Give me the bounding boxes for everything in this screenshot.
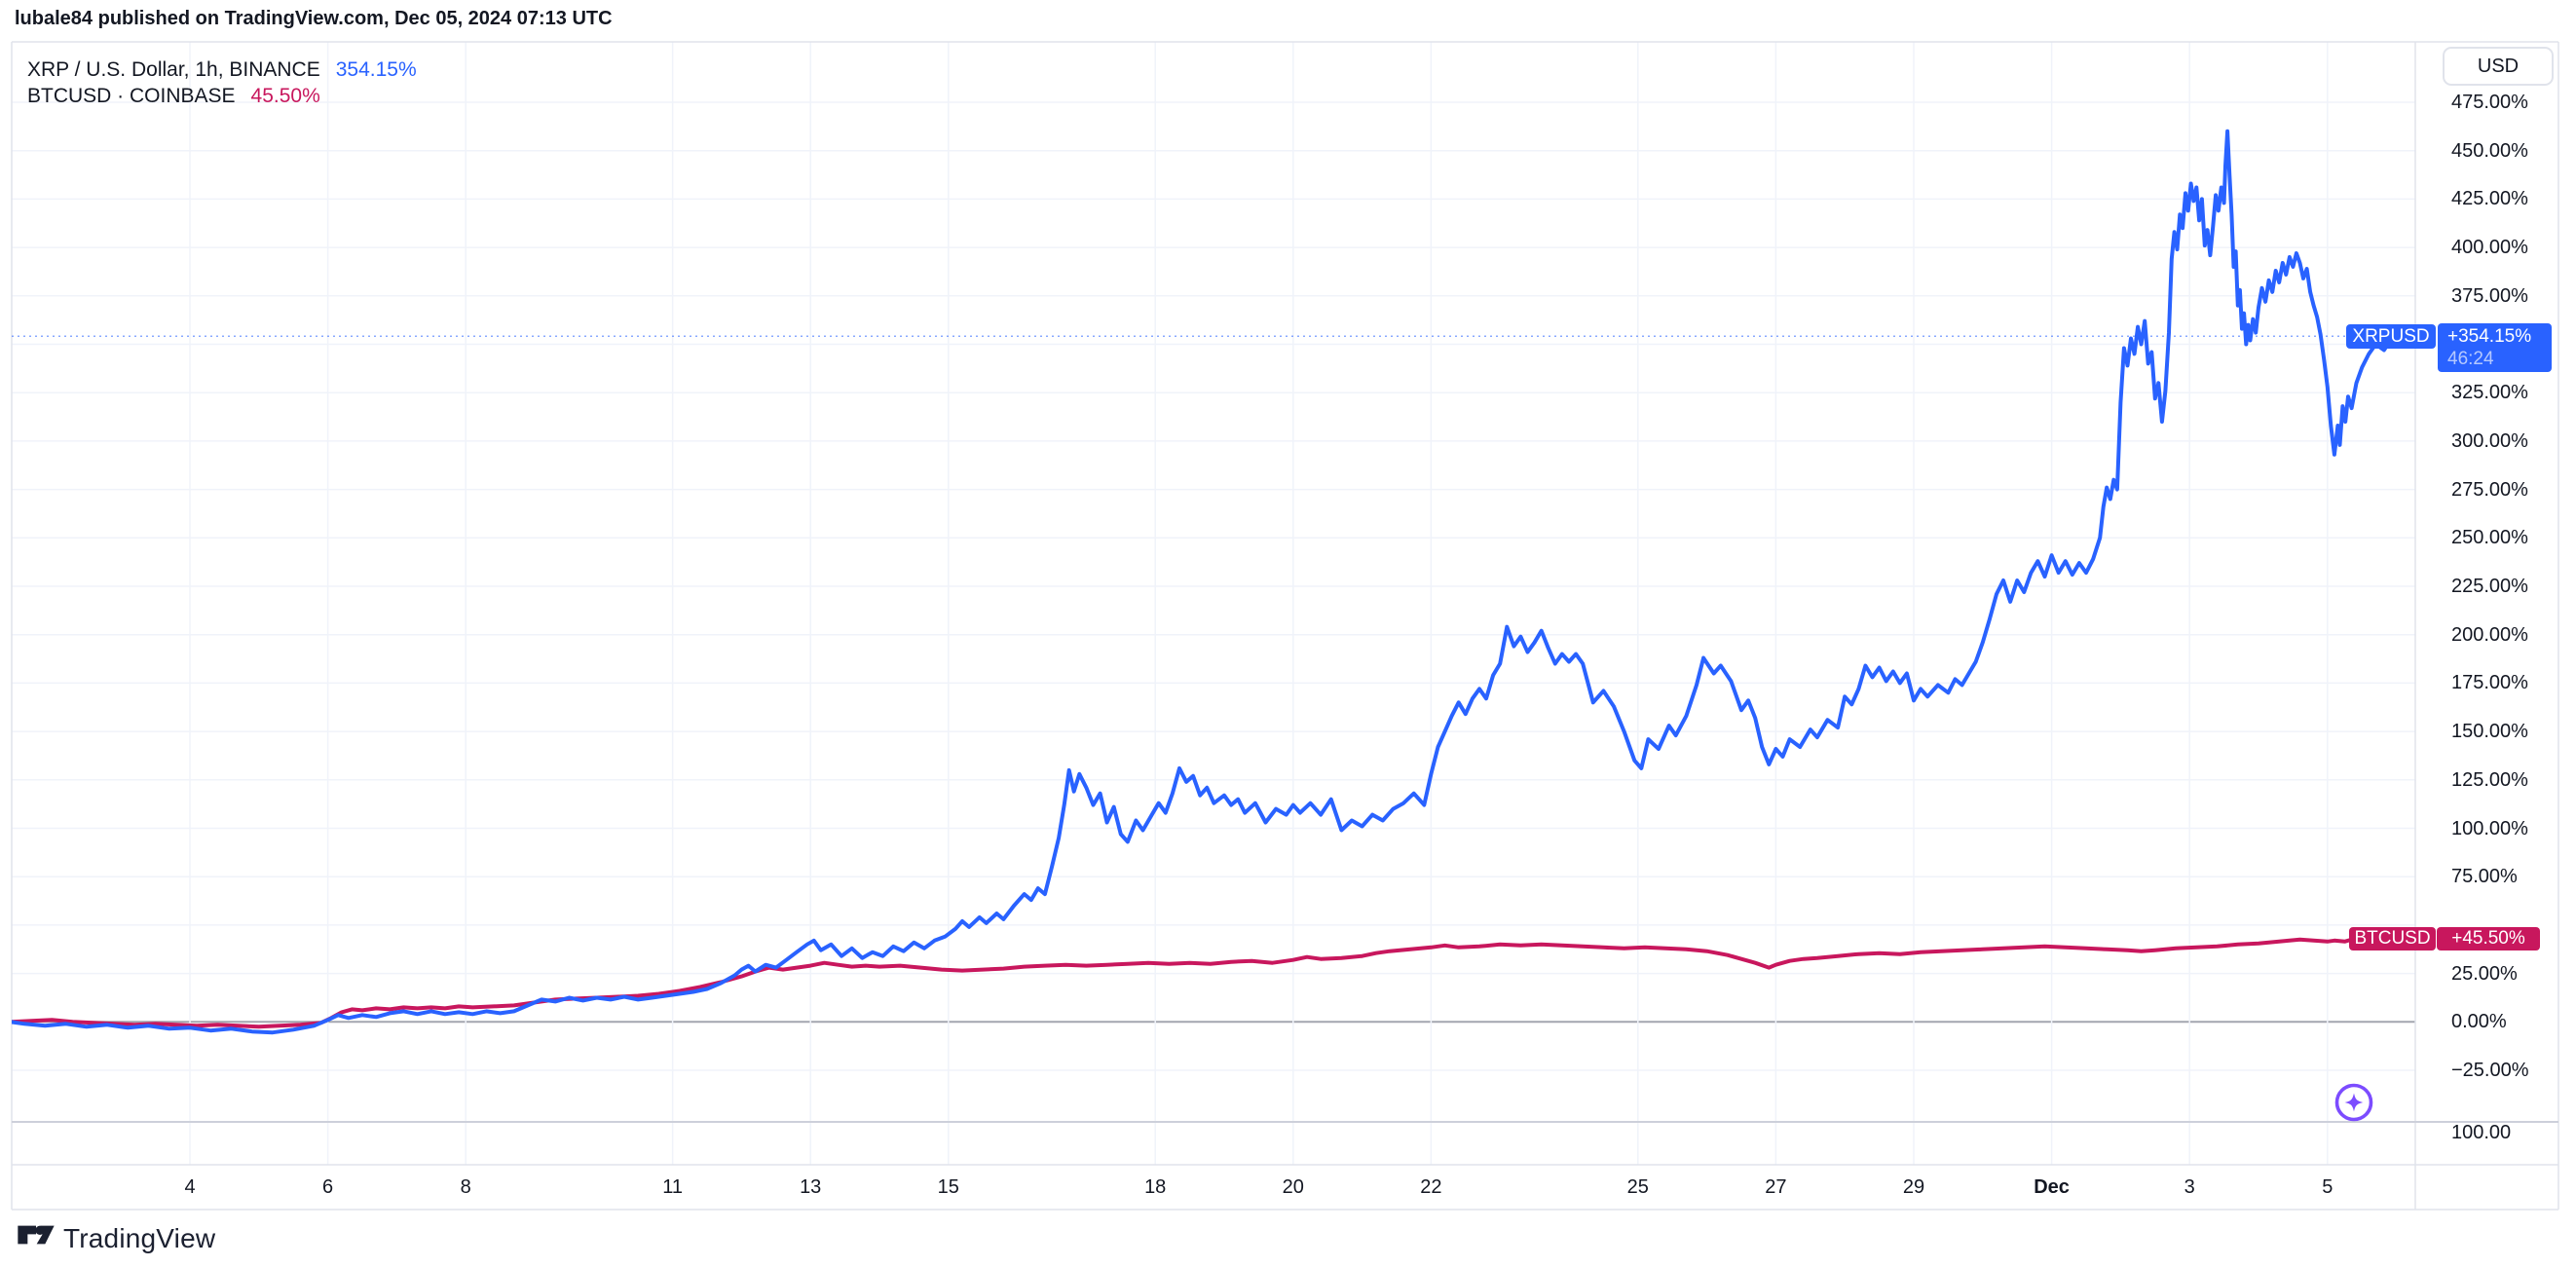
y-axis-label: 25.00% (2451, 962, 2518, 985)
x-axis-label: 20 (1282, 1176, 1304, 1198)
y-axis-label: 425.00% (2451, 188, 2528, 210)
y-axis-label: 100.00% (2451, 817, 2528, 839)
legend-row-xrp[interactable]: XRP / U.S. Dollar, 1h, BINANCE 354.15% (27, 56, 417, 83)
legend-symbol-xrp: XRP / U.S. Dollar, 1h, BINANCE (27, 58, 320, 81)
legend: XRP / U.S. Dollar, 1h, BINANCE 354.15% B… (27, 56, 417, 109)
xrp-axis-price-label: +354.15% 46:24 (2438, 323, 2552, 372)
btc-axis-price-label: +45.50% (2437, 927, 2540, 950)
btc-symbol-price-label: BTCUSD (2349, 927, 2436, 950)
y-axis-label: 75.00% (2451, 866, 2518, 888)
y-axis-label: 0.00% (2451, 1011, 2507, 1033)
y-axis-label: 275.00% (2451, 478, 2528, 501)
x-axis-label: 25 (1626, 1176, 1649, 1198)
x-axis-label: 22 (1420, 1176, 1442, 1198)
series-line-xrpusd[interactable] (11, 129, 2396, 1035)
x-axis-label: 3 (2184, 1176, 2195, 1198)
legend-value-btc: 45.50% (250, 85, 320, 107)
x-axis-label: 6 (322, 1176, 334, 1198)
second-pane-scale-label: 100.00 (2451, 1122, 2512, 1143)
currency-toggle-button[interactable]: USD (2443, 47, 2554, 86)
legend-symbol-btc: BTCUSD · COINBASE (27, 85, 236, 107)
x-axis-label: Dec (2034, 1176, 2070, 1198)
tradingview-logo-icon (18, 1225, 55, 1245)
x-axis-label: 15 (937, 1176, 959, 1198)
y-axis-label: 400.00% (2451, 237, 2528, 259)
legend-value-xrp: 354.15% (335, 58, 417, 81)
sparkle-icon[interactable] (2333, 1082, 2374, 1123)
x-axis-label: 18 (1144, 1176, 1167, 1198)
x-axis-label: 5 (2322, 1176, 2333, 1198)
x-axis-label: 8 (460, 1176, 471, 1198)
y-axis-label: 175.00% (2451, 672, 2528, 694)
tradingview-logo-text: TradingView (63, 1223, 216, 1253)
y-axis-label: 325.00% (2451, 382, 2528, 404)
xrp-last-value: +354.15% (2447, 326, 2532, 347)
y-axis-label: 125.00% (2451, 768, 2528, 791)
series-line-btcusd[interactable] (11, 931, 2396, 1029)
y-axis-label: 200.00% (2451, 623, 2528, 646)
publish-header: lubale84 published on TradingView.com, D… (15, 8, 613, 29)
xrp-symbol-price-label: XRPUSD (2346, 324, 2436, 349)
tradingview-logo[interactable]: TradingView (17, 1223, 215, 1254)
legend-row-btc[interactable]: BTCUSD · COINBASE 45.50% (27, 83, 417, 109)
y-axis-label: 150.00% (2451, 721, 2528, 743)
y-axis-label: 250.00% (2451, 527, 2528, 549)
y-axis-label: 475.00% (2451, 92, 2528, 113)
x-axis-label: 4 (184, 1176, 196, 1198)
bar-countdown: 46:24 (2447, 349, 2494, 369)
y-axis-label: 375.00% (2451, 284, 2528, 307)
x-axis-label: 13 (800, 1176, 822, 1198)
y-axis-label: 450.00% (2451, 139, 2528, 162)
x-axis-label: 27 (1765, 1176, 1787, 1198)
y-axis-label: 225.00% (2451, 576, 2528, 597)
x-axis-label: 29 (1902, 1176, 1925, 1198)
y-axis-label: 300.00% (2451, 429, 2528, 452)
y-axis-label: −25.00% (2451, 1060, 2529, 1081)
x-axis-label: 11 (662, 1176, 683, 1198)
